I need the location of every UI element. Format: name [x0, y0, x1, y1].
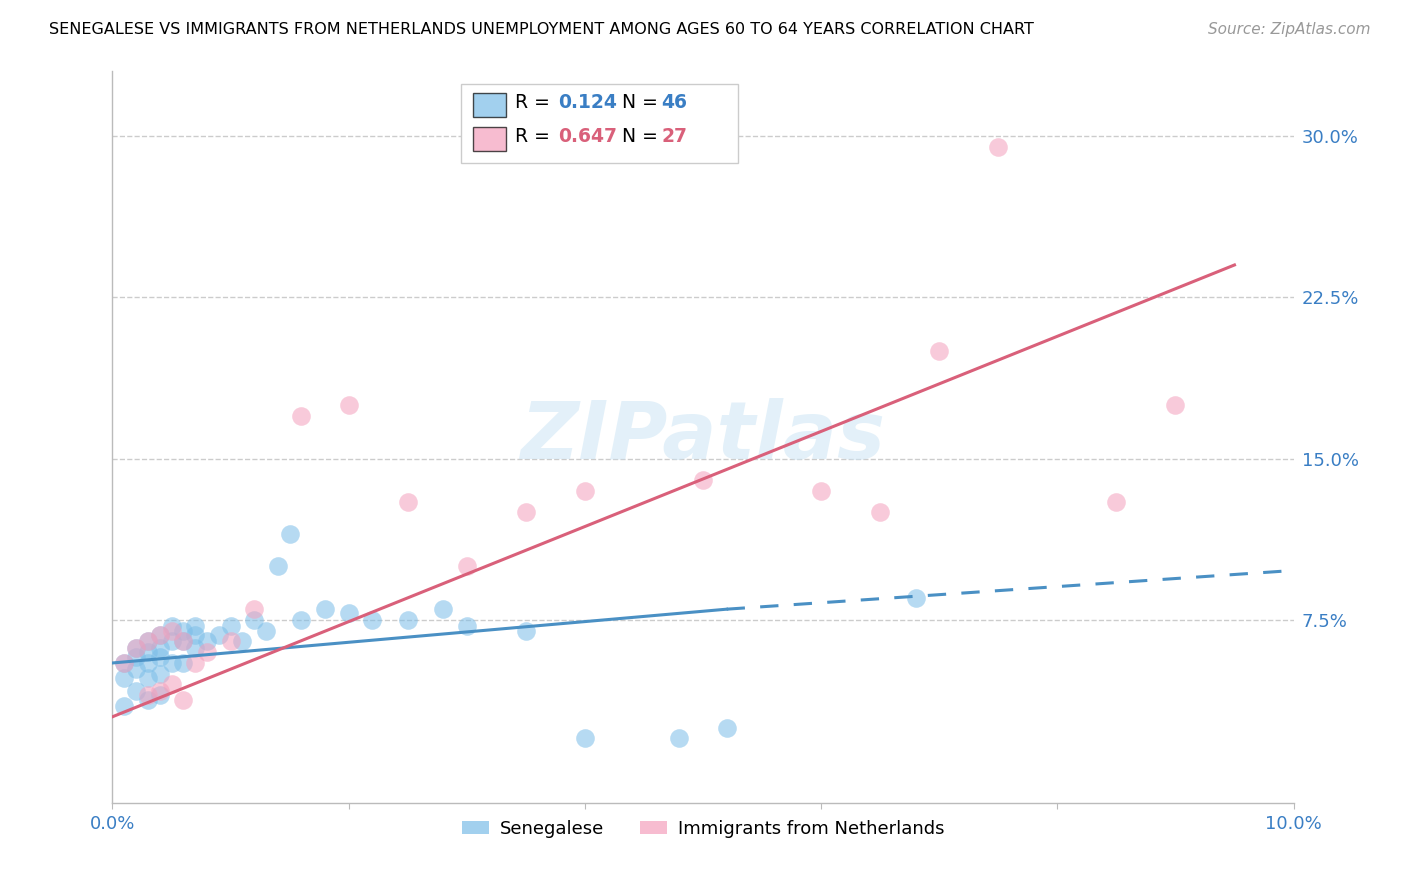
Point — [1164, 398, 1187, 412]
Point — [136, 656, 159, 670]
FancyBboxPatch shape — [461, 84, 738, 163]
Point — [172, 634, 194, 648]
Point — [149, 628, 172, 642]
Point — [716, 721, 738, 735]
Point — [219, 619, 242, 633]
Point — [172, 634, 194, 648]
Point — [692, 473, 714, 487]
Point — [928, 344, 950, 359]
Point — [136, 634, 159, 648]
Point — [290, 409, 312, 423]
Point — [219, 634, 242, 648]
Point — [278, 527, 301, 541]
Point — [290, 613, 312, 627]
Point — [125, 640, 148, 655]
Point — [515, 624, 537, 638]
Point — [208, 628, 231, 642]
Point — [1105, 494, 1128, 508]
Point — [574, 483, 596, 498]
Point — [184, 640, 207, 655]
Point — [149, 688, 172, 702]
Point — [125, 662, 148, 676]
Point — [987, 139, 1010, 153]
Point — [869, 505, 891, 519]
Point — [136, 634, 159, 648]
Point — [112, 656, 135, 670]
Point — [574, 731, 596, 746]
Point — [112, 698, 135, 713]
Point — [184, 656, 207, 670]
Point — [160, 656, 183, 670]
Text: 27: 27 — [662, 127, 688, 145]
Text: ZIPatlas: ZIPatlas — [520, 398, 886, 476]
Point — [361, 613, 384, 627]
Point — [160, 677, 183, 691]
Point — [172, 656, 194, 670]
Point — [668, 731, 690, 746]
Point — [112, 671, 135, 685]
Point — [149, 666, 172, 681]
Text: 46: 46 — [662, 93, 688, 112]
Point — [136, 671, 159, 685]
Point — [172, 624, 194, 638]
Point — [136, 688, 159, 702]
Text: N =: N = — [621, 93, 664, 112]
Point — [184, 619, 207, 633]
Point — [456, 619, 478, 633]
Point — [432, 602, 454, 616]
Point — [195, 645, 218, 659]
Point — [149, 640, 172, 655]
Point — [125, 640, 148, 655]
Point — [337, 398, 360, 412]
Point — [267, 559, 290, 574]
Point — [231, 634, 253, 648]
Point — [112, 656, 135, 670]
Point — [160, 634, 183, 648]
Point — [456, 559, 478, 574]
Point — [904, 591, 927, 606]
Text: Source: ZipAtlas.com: Source: ZipAtlas.com — [1208, 22, 1371, 37]
Text: SENEGALESE VS IMMIGRANTS FROM NETHERLANDS UNEMPLOYMENT AMONG AGES 60 TO 64 YEARS: SENEGALESE VS IMMIGRANTS FROM NETHERLAND… — [49, 22, 1033, 37]
Text: R =: R = — [515, 127, 557, 145]
Legend: Senegalese, Immigrants from Netherlands: Senegalese, Immigrants from Netherlands — [454, 813, 952, 845]
Point — [125, 684, 148, 698]
Point — [149, 649, 172, 664]
Text: R =: R = — [515, 93, 557, 112]
Text: 0.124: 0.124 — [558, 93, 617, 112]
Point — [195, 634, 218, 648]
Point — [254, 624, 277, 638]
Point — [396, 494, 419, 508]
Point — [810, 483, 832, 498]
Point — [172, 692, 194, 706]
Point — [243, 613, 266, 627]
Text: N =: N = — [621, 127, 664, 145]
Point — [125, 649, 148, 664]
Point — [243, 602, 266, 616]
Point — [149, 628, 172, 642]
Point — [515, 505, 537, 519]
Point — [136, 645, 159, 659]
Point — [184, 628, 207, 642]
Point — [149, 684, 172, 698]
Text: 0.647: 0.647 — [558, 127, 617, 145]
Point — [314, 602, 336, 616]
Point — [337, 607, 360, 621]
Point — [160, 619, 183, 633]
FancyBboxPatch shape — [472, 94, 506, 118]
Point — [136, 692, 159, 706]
FancyBboxPatch shape — [472, 127, 506, 151]
Point — [396, 613, 419, 627]
Point — [160, 624, 183, 638]
